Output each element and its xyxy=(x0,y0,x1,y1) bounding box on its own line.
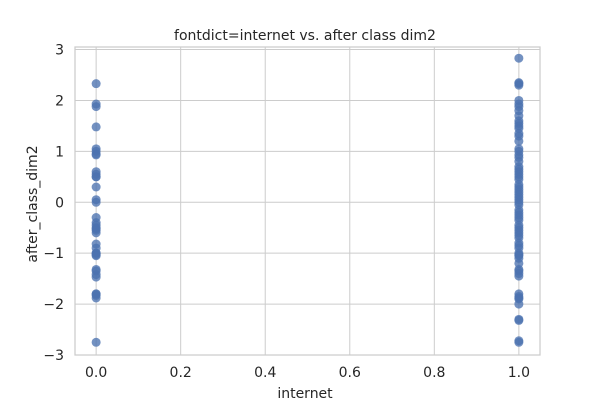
data-point xyxy=(514,80,524,90)
x-tick-label: 0.6 xyxy=(339,365,361,381)
data-point xyxy=(91,289,101,299)
data-point xyxy=(514,116,524,126)
y-tick-label: 0 xyxy=(55,195,64,211)
data-point xyxy=(514,95,524,105)
data-point xyxy=(514,269,524,279)
data-point xyxy=(514,315,524,325)
y-tick-labels: −3 −2 −1 0 1 2 3 xyxy=(43,43,64,364)
x-tick-label: 1.0 xyxy=(508,365,530,381)
y-tick-label: −2 xyxy=(43,297,64,313)
data-point xyxy=(91,248,101,258)
x-tick-label: 0.2 xyxy=(170,365,192,381)
x-tick-label: 0.8 xyxy=(423,365,445,381)
data-point xyxy=(91,223,101,233)
data-point xyxy=(514,136,524,146)
data-point xyxy=(91,337,101,347)
data-point xyxy=(514,190,524,200)
data-point xyxy=(514,230,524,240)
data-point xyxy=(91,172,101,182)
x-tick-labels: 0.0 0.2 0.4 0.6 0.8 1.0 xyxy=(85,365,530,381)
x-tick-label: 0.0 xyxy=(85,365,107,381)
data-point xyxy=(514,253,524,263)
data-point xyxy=(91,272,101,282)
data-point xyxy=(91,102,101,112)
data-point xyxy=(514,337,524,347)
y-tick-label: −1 xyxy=(43,246,64,262)
chart-title: fontdict=internet vs. after class dim2 xyxy=(174,28,436,44)
x-tick-label: 0.4 xyxy=(254,365,276,381)
y-tick-label: 3 xyxy=(55,43,64,59)
data-point xyxy=(514,164,524,174)
data-point xyxy=(514,299,524,309)
y-axis-label: after_class_dim2 xyxy=(25,145,41,262)
data-point xyxy=(514,157,524,167)
y-tick-label: 2 xyxy=(55,93,64,109)
data-point xyxy=(91,197,101,207)
data-point xyxy=(514,53,524,63)
y-tick-label: 1 xyxy=(55,144,64,160)
data-point xyxy=(514,210,524,220)
data-point xyxy=(91,182,101,192)
data-point xyxy=(91,122,101,132)
data-point xyxy=(91,79,101,89)
plot-frame xyxy=(74,46,541,356)
y-tick-label: −3 xyxy=(43,348,64,364)
data-points xyxy=(91,53,524,347)
x-axis-label: internet xyxy=(277,386,333,400)
data-point xyxy=(91,149,101,159)
grid-lines xyxy=(75,47,540,356)
